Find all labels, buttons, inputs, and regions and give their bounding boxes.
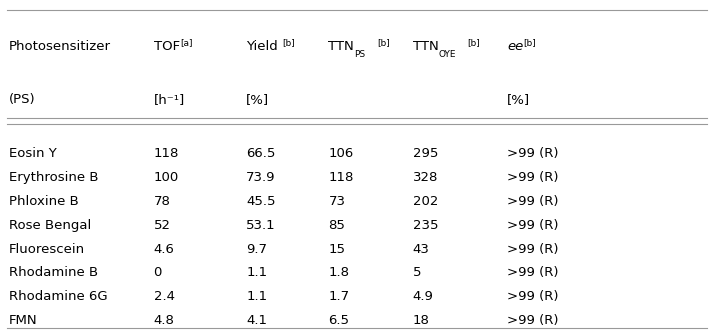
Text: ee: ee xyxy=(507,40,523,53)
Text: Erythrosine B: Erythrosine B xyxy=(9,171,98,184)
Text: 235: 235 xyxy=(413,219,438,232)
Text: 73: 73 xyxy=(328,195,346,208)
Text: 52: 52 xyxy=(154,219,171,232)
Text: 0: 0 xyxy=(154,266,162,279)
Text: >99 (R): >99 (R) xyxy=(507,290,558,303)
Text: FMN: FMN xyxy=(9,314,37,327)
Text: >99 (R): >99 (R) xyxy=(507,147,558,160)
Text: 6.5: 6.5 xyxy=(328,314,349,327)
Text: 78: 78 xyxy=(154,195,171,208)
Text: 45.5: 45.5 xyxy=(246,195,276,208)
Text: OYE: OYE xyxy=(438,50,456,59)
Text: >99 (R): >99 (R) xyxy=(507,195,558,208)
Text: 1.1: 1.1 xyxy=(246,266,268,279)
Text: [%]: [%] xyxy=(507,93,530,106)
Text: Phloxine B: Phloxine B xyxy=(9,195,79,208)
Text: >99 (R): >99 (R) xyxy=(507,243,558,256)
Text: 100: 100 xyxy=(154,171,178,184)
Text: 2.4: 2.4 xyxy=(154,290,174,303)
Text: 4.1: 4.1 xyxy=(246,314,267,327)
Text: 1.8: 1.8 xyxy=(328,266,349,279)
Text: 1.7: 1.7 xyxy=(328,290,350,303)
Text: [b]: [b] xyxy=(467,38,480,47)
Text: 18: 18 xyxy=(413,314,430,327)
Text: 5: 5 xyxy=(413,266,421,279)
Text: Rose Bengal: Rose Bengal xyxy=(9,219,91,232)
Text: 295: 295 xyxy=(413,147,438,160)
Text: 53.1: 53.1 xyxy=(246,219,276,232)
Text: 202: 202 xyxy=(413,195,438,208)
Text: [b]: [b] xyxy=(377,38,390,47)
Text: 118: 118 xyxy=(328,171,354,184)
Text: Rhodamine 6G: Rhodamine 6G xyxy=(9,290,107,303)
Text: 106: 106 xyxy=(328,147,353,160)
Text: >99 (R): >99 (R) xyxy=(507,171,558,184)
Text: 4.9: 4.9 xyxy=(413,290,433,303)
Text: (PS): (PS) xyxy=(9,93,35,106)
Text: [h⁻¹]: [h⁻¹] xyxy=(154,93,185,106)
Text: Rhodamine B: Rhodamine B xyxy=(9,266,98,279)
Text: 66.5: 66.5 xyxy=(246,147,276,160)
Text: [%]: [%] xyxy=(246,93,269,106)
Text: PS: PS xyxy=(354,50,366,59)
Text: >99 (R): >99 (R) xyxy=(507,314,558,327)
Text: Photosensitizer: Photosensitizer xyxy=(9,40,111,53)
Text: >99 (R): >99 (R) xyxy=(507,219,558,232)
Text: 15: 15 xyxy=(328,243,346,256)
Text: Eosin Y: Eosin Y xyxy=(9,147,56,160)
Text: 9.7: 9.7 xyxy=(246,243,267,256)
Text: 1.1: 1.1 xyxy=(246,290,268,303)
Text: 4.8: 4.8 xyxy=(154,314,174,327)
Text: [b]: [b] xyxy=(282,38,295,47)
Text: 328: 328 xyxy=(413,171,438,184)
Text: Fluorescein: Fluorescein xyxy=(9,243,85,256)
Text: 85: 85 xyxy=(328,219,346,232)
Text: [b]: [b] xyxy=(523,38,536,47)
Text: [a]: [a] xyxy=(180,38,193,47)
Text: >99 (R): >99 (R) xyxy=(507,266,558,279)
Text: TTN: TTN xyxy=(328,40,354,53)
Text: TTN: TTN xyxy=(413,40,438,53)
Text: 43: 43 xyxy=(413,243,430,256)
Text: Yield: Yield xyxy=(246,40,278,53)
Text: 4.6: 4.6 xyxy=(154,243,174,256)
Text: 118: 118 xyxy=(154,147,179,160)
Text: 73.9: 73.9 xyxy=(246,171,276,184)
Text: TOF: TOF xyxy=(154,40,180,53)
